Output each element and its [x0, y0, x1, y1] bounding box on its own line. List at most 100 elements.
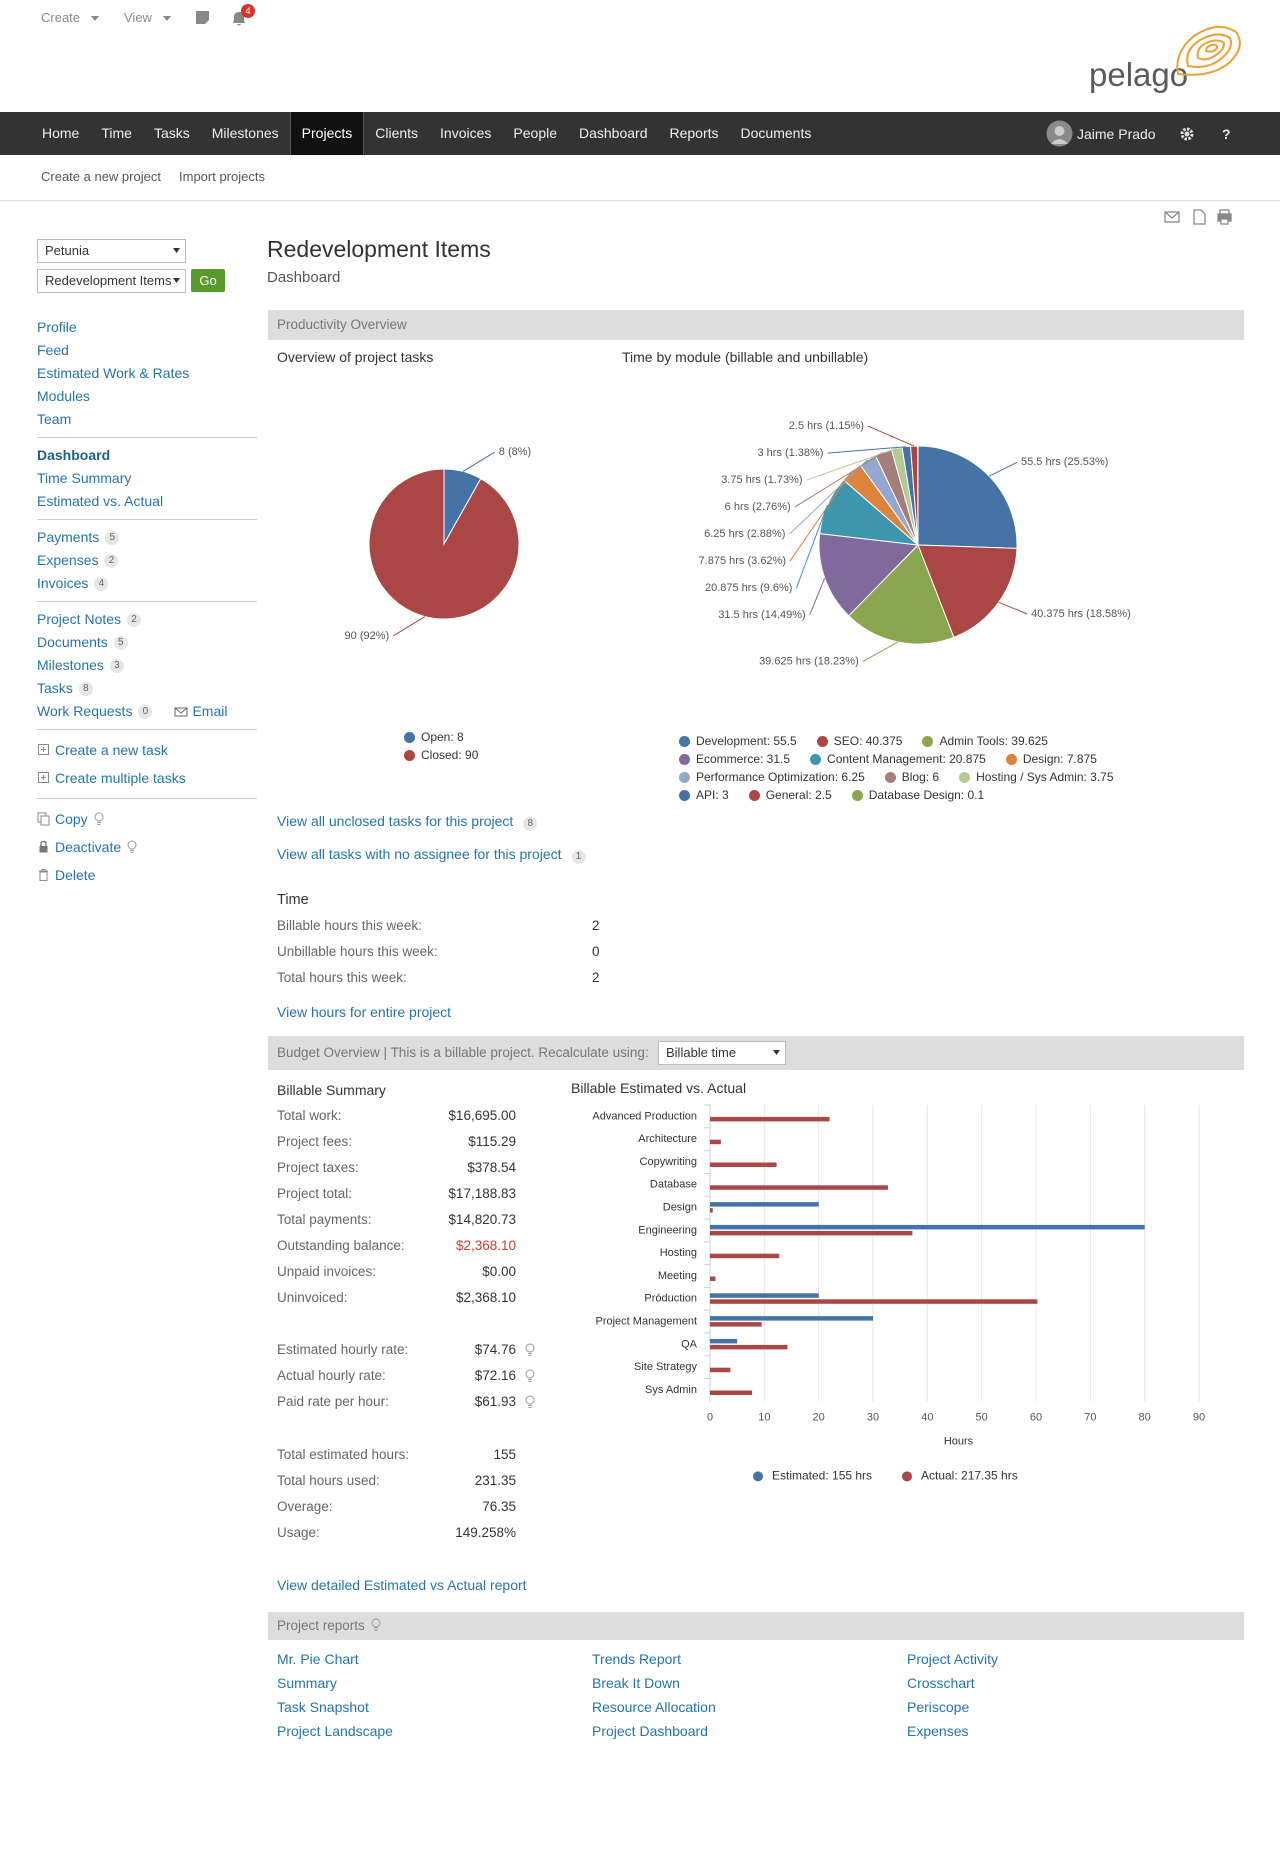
- row-label: Unbillable hours this week:: [277, 944, 438, 959]
- pdf-icon[interactable]: [1193, 209, 1206, 225]
- sidebar-link[interactable]: Invoices: [37, 575, 89, 591]
- legend-marker: [851, 789, 863, 801]
- create-project-link[interactable]: Create a new project: [41, 169, 161, 184]
- legend-row: Closed: 90: [404, 746, 478, 764]
- sidebar-link[interactable]: Team: [37, 411, 72, 427]
- hours-link[interactable]: View hours for entire project: [277, 1004, 452, 1020]
- row-label: Total estimated hours:: [277, 1447, 410, 1462]
- sidebar-link[interactable]: Create a new task: [55, 742, 168, 758]
- report-link[interactable]: View detailed Estimated vs Actual report: [277, 1577, 527, 1593]
- nav-item[interactable]: Clients: [375, 125, 419, 141]
- report-link[interactable]: Summary: [277, 1675, 337, 1691]
- x-axis-title: Hours: [944, 1435, 974, 1447]
- nav-item[interactable]: Time: [101, 125, 132, 141]
- sidebar-link[interactable]: Work Requests: [37, 703, 133, 719]
- row-value: 149.258%: [455, 1525, 516, 1540]
- hint-icon[interactable]: [523, 1369, 537, 1383]
- report-link[interactable]: Break It Down: [592, 1675, 680, 1691]
- nav-item[interactable]: Milestones: [211, 125, 279, 141]
- legend-marker: [816, 735, 828, 747]
- row-value: $74.76: [474, 1342, 516, 1357]
- sidebar-link[interactable]: Time Summary: [37, 470, 132, 486]
- caret-shape: [163, 16, 171, 21]
- hint-icon[interactable]: [523, 1395, 537, 1409]
- view-menu[interactable]: View: [124, 10, 152, 25]
- sidebar-link[interactable]: Email: [192, 703, 228, 719]
- sidebar-link[interactable]: Documents: [37, 634, 108, 650]
- sidebar-link[interactable]: Feed: [37, 342, 69, 358]
- sidebar-link[interactable]: Milestones: [37, 657, 104, 673]
- nav-item[interactable]: Documents: [740, 125, 812, 141]
- avatar[interactable]: [1046, 120, 1073, 147]
- hint-icon[interactable]: [125, 840, 139, 854]
- report-link[interactable]: Periscope: [907, 1699, 970, 1715]
- bar: [710, 1316, 873, 1321]
- link-group: Dashboard Time Summary Estimated vs. Actua…: [37, 437, 257, 519]
- leader-line: [794, 451, 884, 508]
- nav-item[interactable]: Dashboard: [579, 125, 648, 141]
- sidebar-link[interactable]: Copy: [55, 811, 88, 827]
- mail-icon[interactable]: [1164, 211, 1180, 223]
- project-select[interactable]: Redevelopment Items: [37, 269, 186, 293]
- report-link[interactable]: Mr. Pie Chart: [277, 1651, 359, 1667]
- sidebar-link[interactable]: Create multiple tasks: [55, 770, 186, 786]
- client-select[interactable]: Petunia: [37, 239, 186, 263]
- row-value: $115.29: [468, 1134, 516, 1149]
- report-link[interactable]: Project Dashboard: [592, 1723, 708, 1739]
- legend-label: Open: 8: [421, 730, 464, 744]
- create-menu[interactable]: Create: [41, 10, 81, 25]
- go-button[interactable]: Go: [191, 269, 225, 292]
- row-label: Total hours this week:: [277, 970, 407, 985]
- hint-icon[interactable]: [523, 1343, 537, 1357]
- legend-row: Ecommerce: 31.5 Content Management: 20.87…: [679, 750, 1097, 768]
- report-link[interactable]: Task Snapshot: [277, 1699, 369, 1715]
- sidebar-link[interactable]: Payments: [37, 529, 100, 545]
- import-projects-link[interactable]: Import projects: [179, 169, 265, 184]
- basis-select[interactable]: Billable time: [658, 1041, 786, 1065]
- hint-icon-part: [94, 812, 104, 822]
- hint-icon[interactable]: [92, 812, 106, 826]
- sidebar-link[interactable]: Dashboard: [37, 447, 111, 463]
- sidebar-link[interactable]: Deactivate: [55, 839, 122, 855]
- plus-icon-part: [38, 772, 49, 783]
- sidebar-link[interactable]: Estimated vs. Actual: [37, 493, 164, 509]
- nav-item[interactable]: Reports: [669, 125, 719, 141]
- bar: [710, 1338, 738, 1344]
- link-row: Estimated vs. Actual: [37, 490, 257, 513]
- sidebar-link[interactable]: Expenses: [37, 552, 99, 568]
- sidebar-link[interactable]: Project Notes: [37, 611, 122, 627]
- nav-item[interactable]: Projects: [289, 112, 365, 155]
- y-tick-label: Site Strategy: [634, 1361, 697, 1373]
- task-link[interactable]: View all unclosed tasks for this project: [277, 813, 514, 829]
- link-row: Project Notes 2: [37, 608, 257, 631]
- report-link[interactable]: Expenses: [907, 1723, 969, 1739]
- help-link[interactable]: ?: [1222, 126, 1231, 142]
- count-badge: 8: [78, 681, 93, 696]
- settings-icon[interactable]: [1180, 127, 1194, 141]
- legend-marker: [902, 1471, 912, 1482]
- legend-item: Design: 7.875: [1005, 750, 1097, 768]
- user-name[interactable]: Jaime Prado: [1077, 126, 1156, 142]
- task-link[interactable]: View all tasks with no assignee for this…: [277, 846, 562, 862]
- nav-item[interactable]: Tasks: [153, 125, 190, 141]
- hint-icon[interactable]: [371, 1618, 381, 1632]
- sidebar-link[interactable]: Delete: [55, 867, 96, 883]
- notes-icon[interactable]: [196, 11, 209, 24]
- sidebar-link[interactable]: Tasks: [37, 680, 73, 696]
- sidebar-link[interactable]: Profile: [37, 319, 77, 335]
- nav-item[interactable]: Home: [42, 125, 80, 141]
- row-value: $16,695.00: [448, 1108, 516, 1123]
- sidebar-link[interactable]: Estimated Work & Rates: [37, 365, 190, 381]
- nav-item[interactable]: People: [513, 125, 557, 141]
- report-link[interactable]: Resource Allocation: [592, 1699, 716, 1715]
- report-link[interactable]: Crosschart: [907, 1675, 975, 1691]
- link-row: Invoices 4: [37, 572, 257, 595]
- report-link[interactable]: Project Activity: [907, 1651, 999, 1667]
- pie-slice: [819, 479, 920, 546]
- row-label: Uninvoiced:: [277, 1290, 348, 1305]
- sidebar-link[interactable]: Modules: [37, 388, 90, 404]
- report-link[interactable]: Trends Report: [592, 1651, 681, 1667]
- nav-item[interactable]: Invoices: [440, 125, 492, 141]
- report-link[interactable]: Project Landscape: [277, 1723, 393, 1739]
- time-heading: Time: [277, 892, 309, 908]
